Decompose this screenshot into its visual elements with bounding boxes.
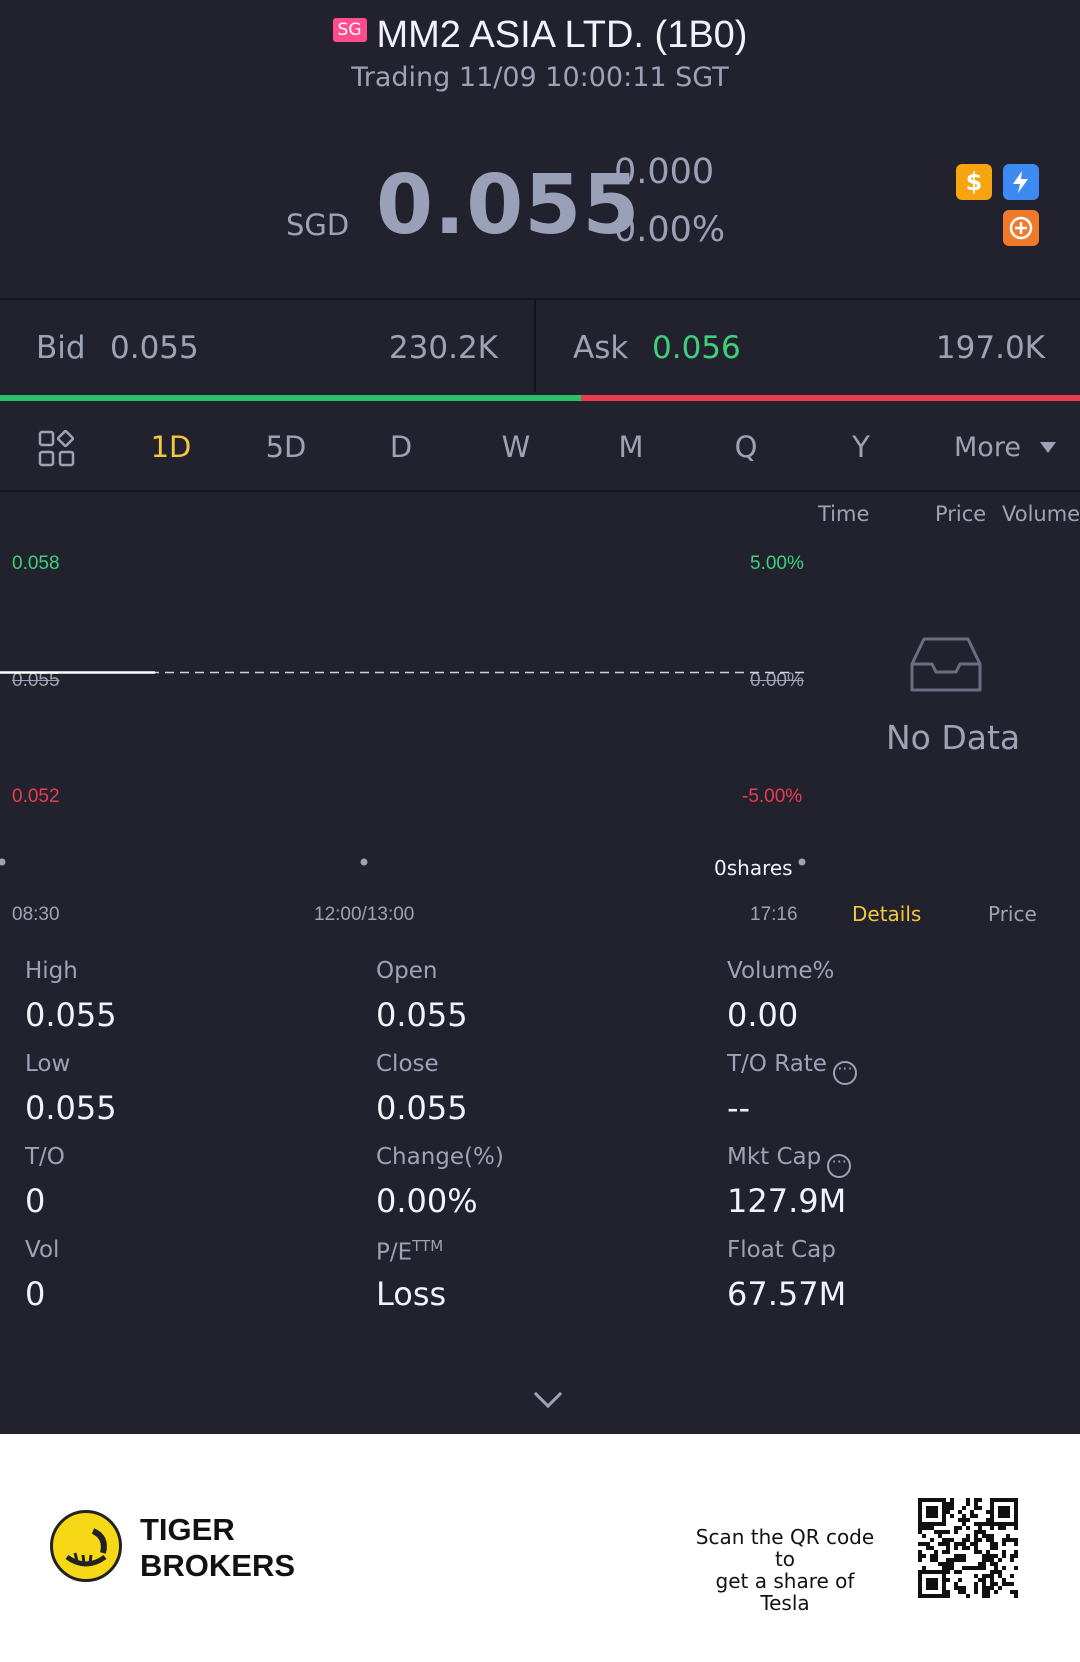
chevron-down-icon[interactable] [533, 1379, 563, 1409]
float-cap-label: Float Cap [727, 1237, 836, 1263]
bid-price: 0.055 [110, 330, 199, 366]
ask-volume: 197.0K [935, 330, 1045, 366]
tab-y[interactable]: Y [852, 430, 870, 464]
open-value: 0.055 [376, 996, 468, 1034]
tab-m[interactable]: M [618, 430, 644, 464]
scan-line-2: get a share of Tesla [715, 1569, 855, 1615]
float-cap-value: 67.57M [727, 1275, 847, 1313]
open-label: Open [376, 958, 438, 984]
market-badge: SG [332, 18, 367, 42]
column-time: Time [818, 502, 870, 526]
hot-glyph [1009, 216, 1033, 240]
turnover-label: T/O [25, 1144, 65, 1170]
mkt-cap-value: 127.9M [727, 1182, 847, 1220]
bid-volume: 230.2K [388, 330, 498, 366]
more-info-icon[interactable]: ··· [827, 1154, 852, 1178]
trading-status: Trading 11/09 10:00:11 SGT [351, 62, 729, 93]
column-volume: Volume [1002, 502, 1080, 526]
change-pct-label: Change(%) [376, 1144, 504, 1170]
low-value: 0.055 [25, 1089, 117, 1127]
pe-row: P/ETTM [376, 1237, 443, 1266]
flash-icon[interactable] [1003, 164, 1039, 200]
x-axis-label-open: 08:30 [12, 904, 60, 925]
ask-section: Ask 0.056 197.0K [538, 300, 1080, 392]
pct-axis-label-mid: 0.00% [750, 670, 804, 691]
bid-label: Bid [36, 330, 86, 366]
tab-1d[interactable]: 1D [150, 430, 192, 464]
stock-title-row: SG MM2 ASIA LTD. (1B0) [0, 14, 1080, 57]
high-value: 0.055 [25, 996, 117, 1034]
vol-value: 0 [25, 1275, 46, 1313]
turnover-rate-label: T/O Rate [727, 1051, 827, 1077]
intraday-chart[interactable] [0, 520, 810, 900]
brand-line-2: BROKERS [140, 1548, 296, 1583]
header-divider [0, 298, 1080, 300]
x-axis-dot-lunch [360, 858, 368, 866]
x-axis-dot-open [0, 858, 6, 866]
hot-icon[interactable] [1003, 210, 1039, 246]
caret-down-icon[interactable] [1040, 442, 1056, 453]
dollar-icon[interactable]: $ [956, 164, 992, 200]
period-tabs: 1D 5D D W M Q Y More [0, 412, 1080, 492]
no-data-message: No Data [886, 718, 1021, 757]
price-change: 0.000 [614, 152, 715, 192]
close-label: Close [376, 1051, 439, 1077]
currency-label: SGD [286, 208, 350, 242]
high-label: High [25, 958, 78, 984]
tab-w[interactable]: W [501, 430, 531, 464]
turnover-rate-row: T/O Rate ··· [727, 1051, 857, 1085]
tab-5d[interactable]: 5D [265, 430, 307, 464]
pe-label: P/E [376, 1239, 413, 1266]
x-axis-label-lunch: 12:00/13:00 [314, 904, 415, 925]
vol-label: Vol [25, 1237, 60, 1263]
brand-line-1: TIGER [140, 1512, 235, 1547]
tab-price[interactable]: Price [988, 902, 1037, 926]
more-info-icon[interactable]: ··· [832, 1061, 857, 1085]
column-price: Price [935, 502, 987, 526]
grid-icon[interactable] [38, 429, 76, 472]
volume-label: 0shares [714, 856, 793, 880]
pe-value: Loss [376, 1275, 447, 1313]
tabs-divider [0, 490, 1080, 492]
close-value: 0.055 [376, 1089, 468, 1127]
bid-section: Bid 0.055 230.2K [0, 300, 536, 392]
pct-axis-label-top: 5.00% [750, 553, 804, 574]
turnover-rate-value: -- [727, 1089, 751, 1127]
flash-glyph [1013, 171, 1028, 193]
y-axis-label-top: 0.058 [12, 553, 60, 574]
x-axis-dot-close [798, 858, 806, 866]
tab-d[interactable]: D [389, 430, 413, 464]
bid-ratio-bar [0, 395, 582, 401]
brand-name: TIGER BROKERS [140, 1512, 295, 1584]
ask-price: 0.056 [652, 330, 741, 366]
scan-text: Scan the QR code to get a share of Tesla [690, 1526, 880, 1614]
bid-ask-panel: Bid 0.055 230.2K Ask 0.056 197.0K [0, 300, 1080, 392]
more-periods-button[interactable]: More [954, 432, 1021, 463]
tab-details[interactable]: Details [852, 902, 922, 926]
volume-pct-label: Volume% [727, 958, 835, 984]
ask-label: Ask [573, 330, 629, 366]
tiger-logo [50, 1510, 122, 1582]
scan-line-1: Scan the QR code to [695, 1525, 875, 1571]
pe-superscript: TTM [412, 1237, 444, 1255]
footer-banner: TIGER BROKERS Scan the QR code to get a … [0, 1434, 1080, 1662]
low-label: Low [25, 1051, 71, 1077]
pct-axis-label-bottom: -5.00% [742, 786, 803, 807]
empty-inbox-icon [910, 636, 982, 698]
x-axis-label-close: 17:16 [750, 904, 798, 925]
y-axis-label-mid: 0.055 [12, 670, 60, 691]
y-axis-label-bottom: 0.052 [12, 786, 60, 807]
change-pct-value: 0.00% [376, 1182, 478, 1220]
last-price: 0.055 [376, 158, 641, 253]
volume-pct-value: 0.00 [727, 996, 799, 1034]
mkt-cap-label: Mkt Cap [727, 1144, 822, 1170]
stock-title[interactable]: MM2 ASIA LTD. (1B0) [376, 14, 748, 56]
price-change-pct: 0.00% [614, 210, 726, 250]
turnover-value: 0 [25, 1182, 46, 1220]
mkt-cap-row: Mkt Cap ··· [727, 1144, 852, 1178]
qr-code [918, 1498, 1018, 1598]
ask-ratio-bar [581, 395, 1080, 401]
tab-q[interactable]: Q [734, 430, 758, 464]
